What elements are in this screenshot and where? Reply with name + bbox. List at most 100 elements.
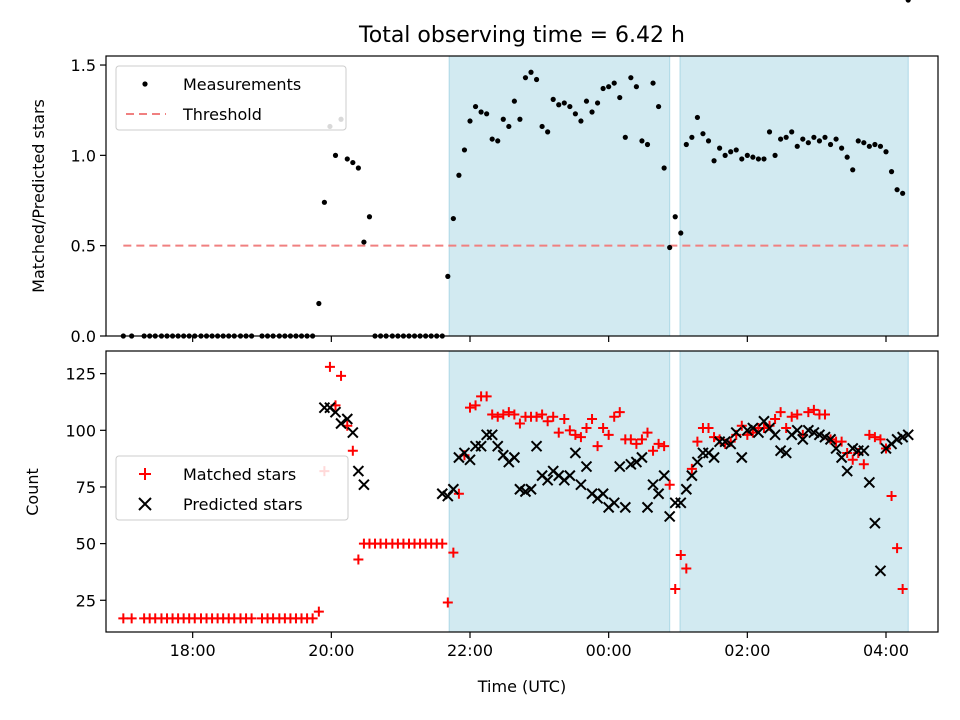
- measurement-point: [332, 152, 339, 158]
- predicted-star-point: [680, 483, 693, 495]
- measurement-point: [366, 214, 373, 220]
- matched-star-point: [542, 416, 553, 427]
- measurement-point: [778, 136, 784, 142]
- matched-star-point: [442, 597, 453, 608]
- matched-star-point: [670, 583, 681, 594]
- measurement-point: [661, 165, 667, 171]
- measurement-point: [617, 94, 623, 101]
- measurement-point: [850, 167, 856, 173]
- measurement-point: [717, 145, 723, 151]
- x-tick-label: 02:00: [724, 641, 770, 660]
- measurement-point: [678, 230, 684, 236]
- measurement-point: [478, 109, 484, 115]
- measurement-point: [467, 118, 473, 124]
- matched-star-point: [531, 411, 542, 422]
- matched-star-point: [703, 423, 714, 434]
- y-tick-label: 25: [76, 591, 96, 610]
- y-tick-label: 1.5: [71, 56, 96, 75]
- measurement-point: [517, 116, 523, 122]
- matched-star-point: [686, 463, 697, 474]
- measurement-point: [561, 100, 567, 106]
- bottom-legend: Matched stars Predicted stars: [115, 455, 349, 521]
- predicted-star-point: [486, 429, 498, 441]
- predicted-star-point: [341, 413, 353, 425]
- measurement-point: [833, 136, 839, 142]
- predicted-star-point: [335, 417, 347, 430]
- matched-star-point: [664, 479, 675, 490]
- measurement-point: [589, 109, 595, 115]
- measurement-point: [545, 129, 551, 135]
- predicted-star-point: [619, 501, 632, 514]
- predicted-star-point: [724, 438, 737, 450]
- top-legend: Measurements Threshold: [115, 65, 347, 131]
- measurement-point: [822, 134, 828, 140]
- y-tick-label: 50: [76, 535, 96, 554]
- predicted-star-point: [769, 429, 781, 441]
- matched-star-point: [598, 423, 609, 434]
- y-tick-label: 75: [76, 478, 96, 497]
- x-tick-label: 18:00: [170, 641, 216, 660]
- matched-star-point: [353, 554, 364, 565]
- measurement-point: [600, 85, 606, 92]
- measurement-point: [639, 138, 645, 144]
- measurement-point: [583, 98, 590, 104]
- observing-interval: [679, 350, 909, 633]
- measurement-point: [877, 143, 884, 149]
- measurement-point: [689, 134, 695, 140]
- predicted-star-point: [669, 497, 681, 509]
- measurement-point: [456, 172, 462, 178]
- matched-star-point: [781, 423, 792, 434]
- x-tick-label: 00:00: [586, 641, 632, 660]
- matched-star-point: [692, 436, 703, 447]
- shaded-intervals: [448, 350, 909, 633]
- matched-star-point: [803, 407, 814, 418]
- predicted-star-point: [830, 442, 842, 455]
- measurement-point: [905, 0, 911, 3]
- bottom-panel: 25 50 75 100 125 18:00 20:00 22:00 00:00 02:00 04…: [23, 350, 939, 696]
- measurement-point: [883, 149, 889, 155]
- measurement-point: [811, 134, 817, 140]
- measurement-point: [888, 169, 895, 175]
- matched-star-point: [453, 488, 464, 499]
- predicted-star-point: [874, 565, 887, 577]
- measurement-point: [844, 154, 850, 160]
- top-panel: 0.0 0.5 1.0 1.5 Matched/Predicted stars Mea…: [29, 0, 939, 346]
- matched-star-point: [625, 434, 636, 445]
- measurement-point: [350, 159, 356, 166]
- legend-label: Predicted stars: [183, 495, 303, 514]
- legend-measurement-swatch: [142, 81, 148, 87]
- measurement-point: [556, 102, 562, 108]
- predicted-star-point: [858, 445, 870, 457]
- matched-star-point: [465, 402, 475, 413]
- measurement-point: [628, 75, 634, 81]
- chart-title: Total observing time = 6.42 h: [358, 23, 685, 48]
- predicted-star-point: [541, 474, 554, 486]
- matched-star-point: [709, 432, 720, 443]
- measurement-point: [550, 96, 556, 102]
- matched-star-point: [897, 583, 908, 594]
- predicted-star-point: [752, 426, 765, 439]
- predicted-star-point: [352, 465, 365, 477]
- y-tick-label: 1.0: [71, 146, 96, 165]
- matched-star-point: [548, 411, 559, 422]
- measurement-point: [578, 118, 584, 124]
- measurement-point: [472, 103, 479, 110]
- matched-star-point: [770, 413, 781, 424]
- y-tick-label: 125: [65, 365, 96, 384]
- matched-star-point: [448, 547, 459, 558]
- measurement-point: [655, 103, 662, 110]
- measurement-point: [744, 152, 750, 158]
- measurement-point: [489, 136, 495, 142]
- matched-star-point: [336, 370, 347, 381]
- matched-star-point: [503, 407, 514, 418]
- measurement-point: [805, 140, 811, 146]
- matched-star-point: [514, 418, 525, 429]
- predicted-star-point: [863, 476, 876, 489]
- predicted-star-point: [508, 451, 521, 464]
- matched-star-point: [587, 413, 598, 424]
- matched-star-point: [307, 613, 318, 624]
- measurement-point: [450, 215, 456, 222]
- predicted-star-point: [569, 447, 582, 459]
- measurement-point: [606, 84, 612, 90]
